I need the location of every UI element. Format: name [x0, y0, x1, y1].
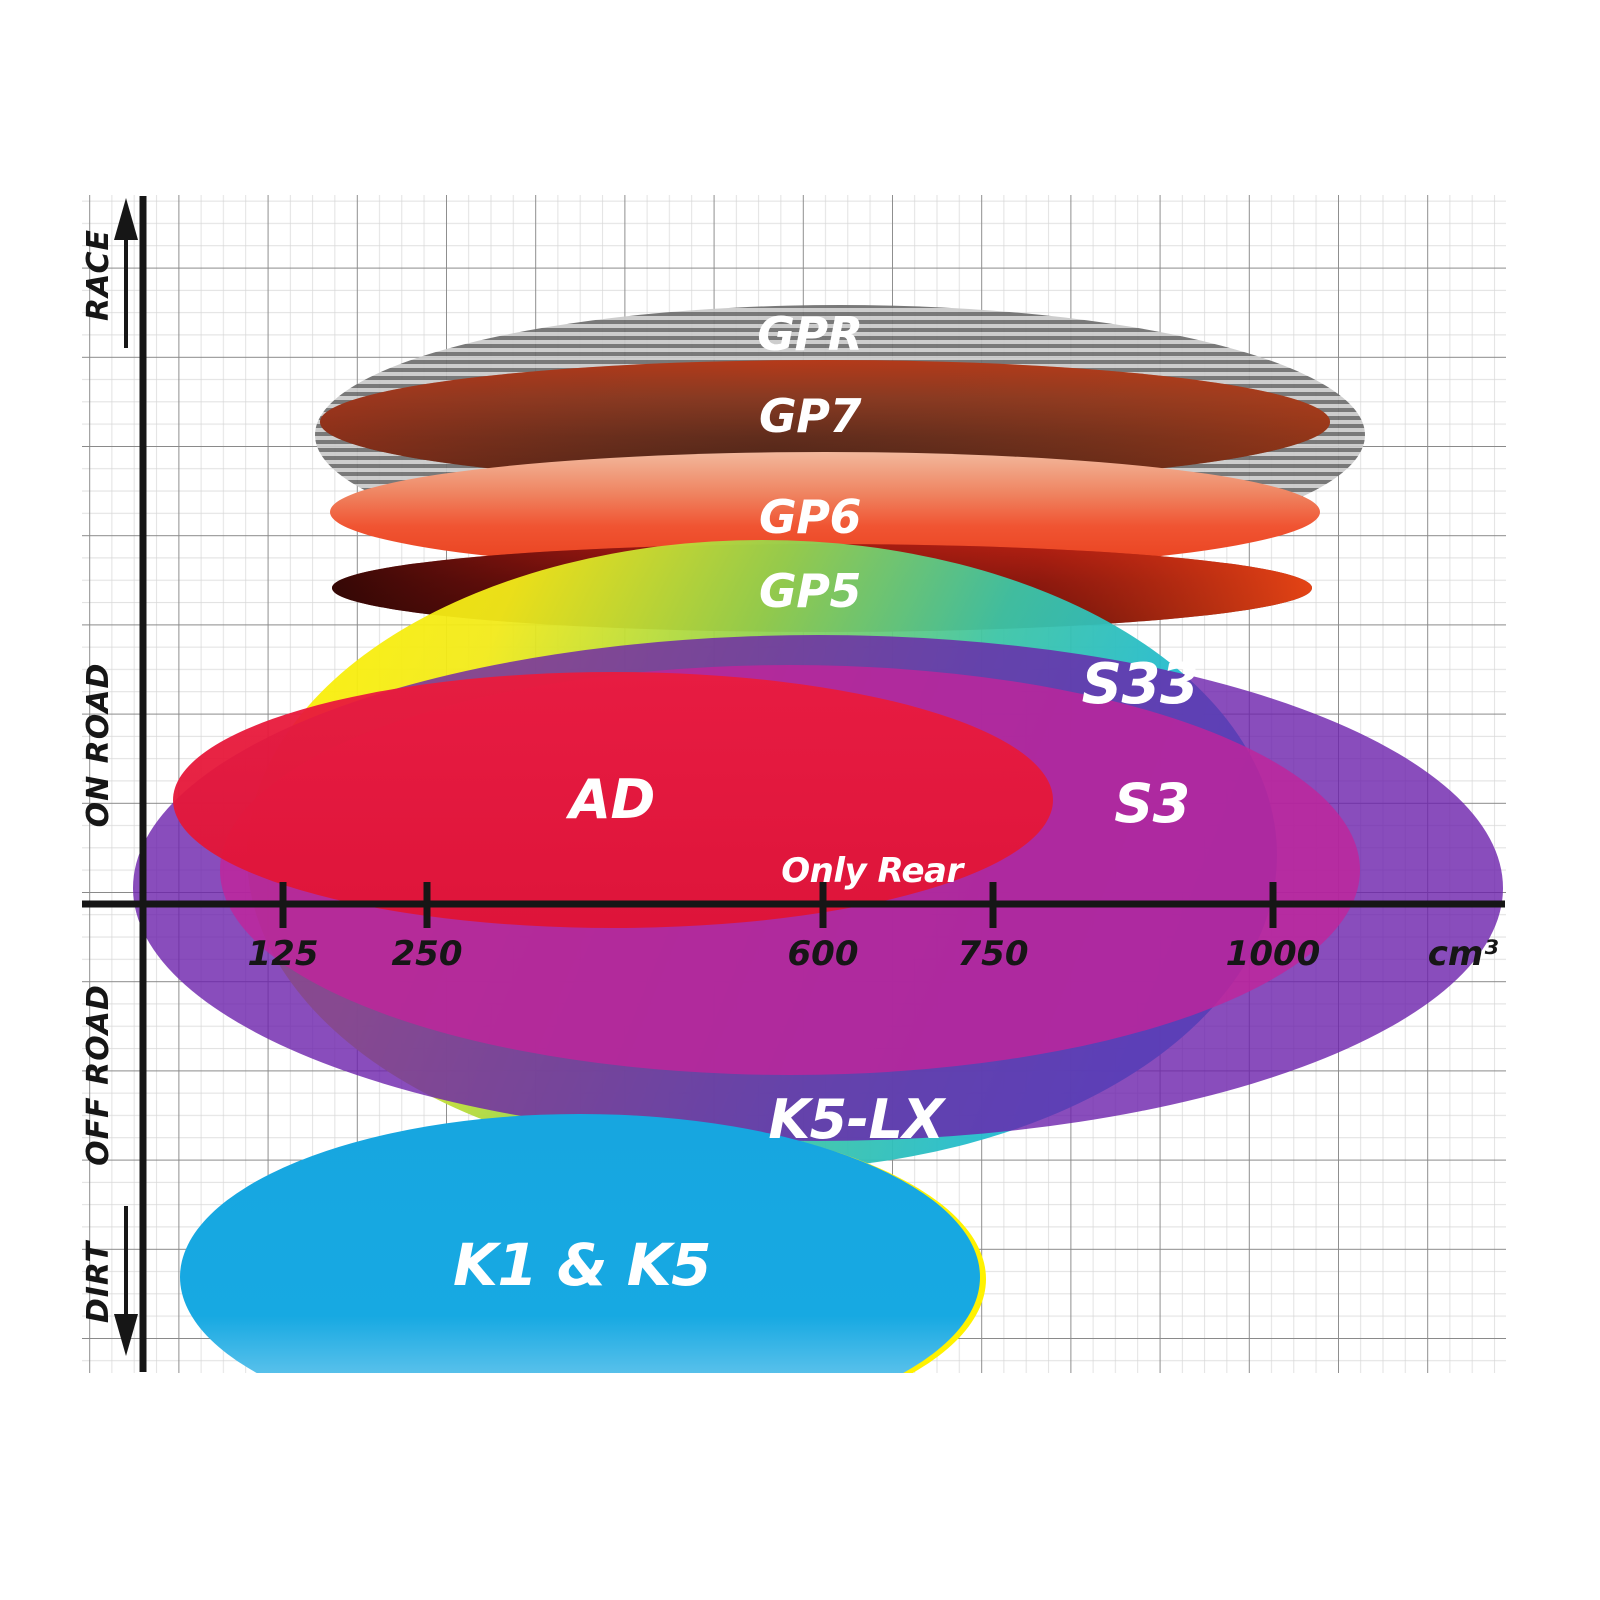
bubble-label-k1k5: K1 & K5	[453, 1231, 711, 1299]
bubble-label-k5lx: K5-LX	[768, 1088, 946, 1151]
annotation-only-rear: Only Rear	[781, 851, 966, 891]
bubble-label-gp7: GP7	[759, 389, 861, 443]
y-label-on-road: ON ROAD	[81, 663, 116, 828]
y-label-dirt: DIRT	[81, 1239, 116, 1323]
x-tick-label-0: 125	[248, 934, 319, 974]
y-axis-category-labels: RACE ON ROAD OFF ROAD DIRT	[81, 229, 116, 1323]
bubble-label-gpr: GPR	[757, 307, 862, 361]
x-axis-ticks	[279, 882, 1277, 928]
bubble-ad[interactable]	[173, 672, 1053, 928]
dirt-down-arrow-icon	[114, 1206, 138, 1356]
axis-lines	[82, 196, 1505, 1372]
x-axis-tick-labels: 125 250 600 750 1000 cm³	[248, 934, 1499, 974]
x-tick-label-2: 600	[788, 934, 859, 974]
bubble-label-s3: S3	[1114, 772, 1189, 835]
x-tick-label-1: 250	[392, 934, 463, 974]
x-axis-unit-label: cm³	[1428, 934, 1499, 974]
x-tick-label-3: 750	[958, 934, 1029, 974]
bubble-label-gp6: GP6	[759, 490, 861, 544]
y-label-off-road: OFF ROAD	[81, 984, 116, 1166]
bubble-gp7[interactable]	[320, 360, 1330, 484]
bubble-k1k5[interactable]	[180, 1114, 986, 1442]
race-up-arrow-icon	[114, 198, 138, 348]
bubble-label-gp5: GP5	[759, 564, 861, 618]
y-label-race: RACE	[81, 229, 116, 321]
only-rear-label: Only Rear	[781, 851, 965, 891]
x-tick-label-4: 1000	[1226, 934, 1321, 974]
bubble-label-ad: AD	[565, 768, 655, 831]
bubble-gp6[interactable]	[330, 452, 1320, 572]
bubble-label-s33: S33	[1082, 652, 1199, 717]
bubble-labels: GPR GP7 GP6 GP5 S33 S3 AD K5-LX K1 & K5	[453, 307, 1199, 1299]
